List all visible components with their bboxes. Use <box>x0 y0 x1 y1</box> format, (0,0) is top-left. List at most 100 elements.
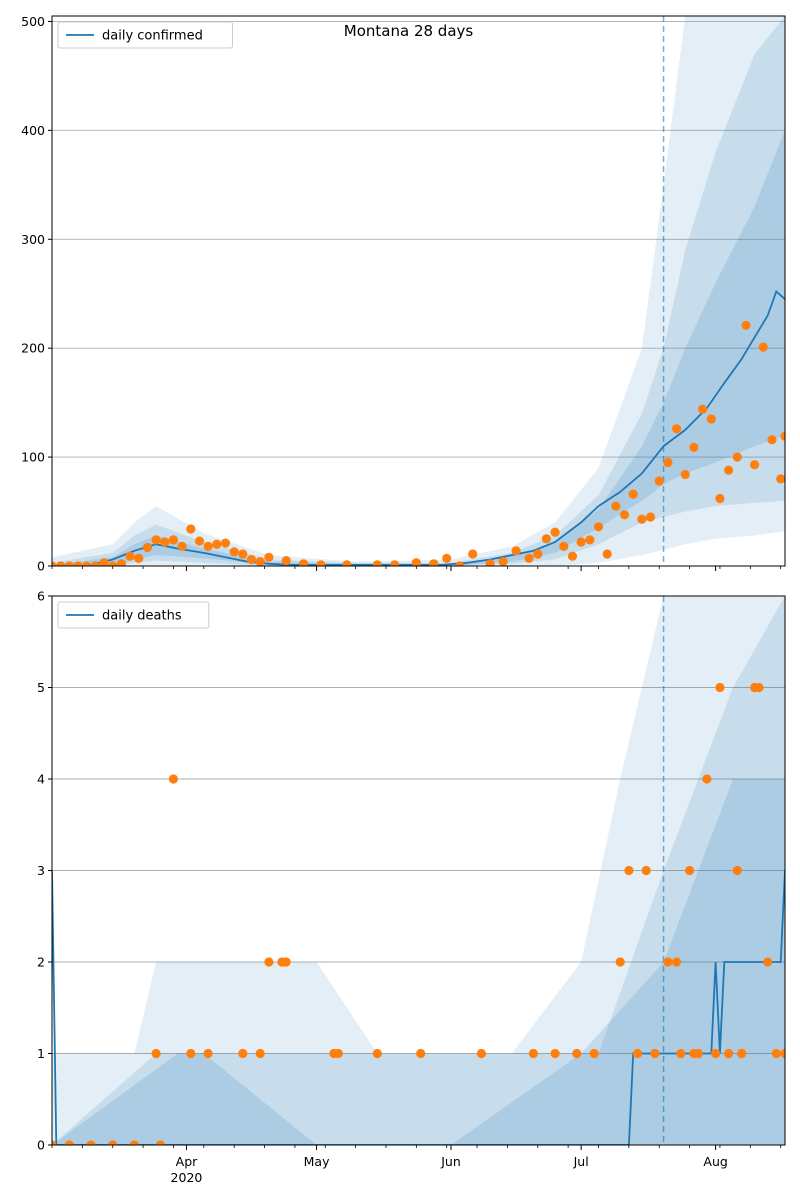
data-point <box>116 559 126 566</box>
legend: daily confirmed <box>57 21 233 49</box>
x-tick-year-label: 2020 <box>171 1170 203 1185</box>
y-tick-label: 1 <box>37 1046 45 1061</box>
data-point <box>86 1140 96 1145</box>
y-tick-label: 2 <box>37 955 45 970</box>
data-point <box>511 546 521 556</box>
uncertainty-band <box>52 16 785 566</box>
data-point <box>698 404 708 414</box>
data-point <box>758 342 768 352</box>
y-tick-label: 400 <box>21 123 45 138</box>
data-point <box>56 561 66 566</box>
data-point <box>589 1048 599 1059</box>
y-tick-label: 300 <box>21 232 45 247</box>
data-point <box>650 1048 660 1059</box>
data-point <box>780 1048 785 1059</box>
data-point <box>593 522 604 532</box>
data-point <box>468 549 478 559</box>
data-point <box>264 957 274 967</box>
data-point <box>442 553 452 564</box>
data-point <box>680 469 690 480</box>
data-point <box>168 774 178 784</box>
data-point <box>711 1048 721 1059</box>
data-point <box>186 524 196 534</box>
data-point <box>628 489 638 499</box>
data-point <box>429 559 439 566</box>
data-point <box>129 1140 139 1145</box>
data-point <box>724 465 734 475</box>
data-point <box>654 476 664 486</box>
data-point <box>737 1048 747 1059</box>
data-point <box>615 957 625 967</box>
y-tick-label: 0 <box>37 559 45 574</box>
y-tick-label: 200 <box>21 341 45 356</box>
data-point <box>702 774 712 784</box>
data-point <box>299 559 309 566</box>
data-point <box>498 557 508 566</box>
y-tick-label: 6 <box>37 589 45 604</box>
data-point <box>485 559 495 566</box>
legend-box <box>57 601 210 629</box>
data-point <box>52 561 57 566</box>
data-point <box>645 512 656 522</box>
data-point <box>168 535 178 545</box>
data-point <box>663 957 673 967</box>
x-tick-label: Aug <box>703 1154 727 1169</box>
y-tick-label: 100 <box>21 450 45 465</box>
data-point <box>533 549 543 559</box>
data-point <box>750 460 760 470</box>
data-point <box>238 549 248 559</box>
data-point <box>602 549 612 559</box>
plot-area <box>52 596 785 1145</box>
data-point <box>155 1140 165 1145</box>
data-point <box>255 557 265 566</box>
x-tick-label: May <box>304 1154 330 1169</box>
data-point <box>108 561 118 566</box>
data-point <box>559 541 569 552</box>
data-point <box>64 561 74 566</box>
data-point <box>99 558 109 566</box>
data-point <box>342 560 352 566</box>
data-point <box>585 535 595 545</box>
data-point <box>476 1048 486 1059</box>
data-point <box>90 561 100 566</box>
data-point <box>715 493 725 504</box>
legend-label: daily confirmed <box>102 29 203 44</box>
data-point <box>780 431 785 441</box>
y-tick-label: 5 <box>37 680 45 695</box>
data-point <box>281 556 291 566</box>
data-point <box>541 534 552 544</box>
legend: daily deaths <box>57 601 210 629</box>
data-point <box>372 1048 382 1059</box>
data-point <box>550 1048 560 1059</box>
data-point <box>73 561 83 566</box>
data-point <box>186 1048 196 1059</box>
data-point <box>142 542 152 553</box>
data-point <box>776 474 785 484</box>
data-point <box>572 1048 582 1059</box>
data-point <box>641 865 651 876</box>
uncertainty-band <box>52 779 785 1145</box>
data-point <box>663 457 673 468</box>
legend-box <box>57 21 233 49</box>
data-point <box>550 527 560 537</box>
data-point <box>151 1048 161 1059</box>
data-point <box>160 537 170 547</box>
data-point <box>82 561 92 566</box>
data-point <box>220 538 231 548</box>
data-point <box>528 1048 539 1059</box>
data-point <box>632 1048 643 1059</box>
data-point <box>64 1140 74 1145</box>
data-point <box>151 535 161 545</box>
data-point <box>763 957 773 967</box>
data-point <box>767 435 777 445</box>
data-point <box>619 510 630 520</box>
data-point <box>333 1048 343 1059</box>
series-line <box>52 870 785 1145</box>
data-point <box>611 501 621 511</box>
uncertainty-band <box>52 596 785 1145</box>
data-point <box>203 1048 213 1059</box>
data-point <box>689 442 699 452</box>
y-tick-label: 0 <box>37 1138 45 1153</box>
data-point <box>732 865 742 876</box>
